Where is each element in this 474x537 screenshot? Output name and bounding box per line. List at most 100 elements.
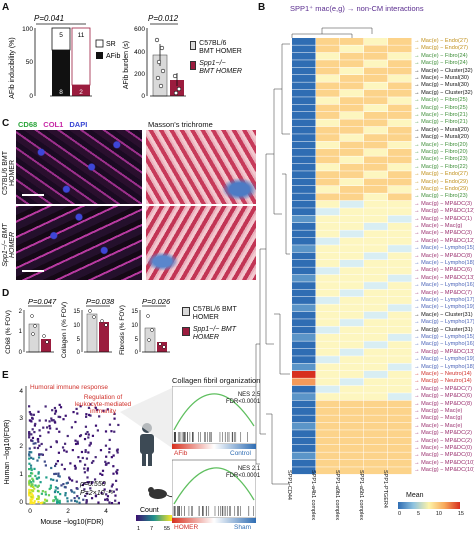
heatmap-row-label: → Mac(g) − Fibro(21) bbox=[414, 119, 468, 126]
density-point bbox=[33, 500, 36, 503]
heatmap-row-label: → Mac(e) − Fibro(21) bbox=[414, 112, 468, 118]
heatmap-row-label: → Mac(g) − MP&DC(2) bbox=[414, 430, 472, 437]
heatmap-cell bbox=[340, 415, 364, 423]
density-point bbox=[58, 430, 61, 433]
heatmap-cell bbox=[388, 104, 412, 112]
heatmap-cell bbox=[316, 311, 340, 319]
density-point bbox=[28, 436, 31, 439]
heatmap-cell bbox=[292, 267, 316, 275]
heatmap-row-label: → Mac(g) − Mac(e) bbox=[414, 408, 463, 414]
heatmap-cell bbox=[292, 437, 316, 445]
heatmap-cell bbox=[292, 408, 316, 415]
heatmap-cell bbox=[340, 408, 364, 415]
density-point bbox=[113, 417, 116, 420]
heatmap-cell bbox=[316, 437, 340, 445]
density-point bbox=[37, 476, 41, 479]
heatmap-cell bbox=[364, 126, 388, 134]
burden-ylabel: AFib burden (s) bbox=[123, 41, 130, 89]
heatmap-cell bbox=[388, 289, 412, 297]
density-point bbox=[110, 501, 114, 505]
heatmap-cell bbox=[388, 119, 412, 127]
heatmap-cell bbox=[364, 208, 388, 216]
e-ytick: 4 bbox=[19, 388, 23, 395]
density-point bbox=[86, 481, 89, 484]
heatmap-cell bbox=[292, 297, 316, 304]
heatmap-row-label: → Mac(e) − Cluster(31) bbox=[414, 311, 473, 318]
density-point bbox=[115, 449, 119, 452]
heatmap-cell bbox=[364, 467, 388, 475]
density-point bbox=[31, 497, 34, 501]
heatmap-row-label: → Mac(g) − MP&DC(10) bbox=[414, 467, 474, 474]
density-point bbox=[74, 466, 77, 469]
scale-bar bbox=[22, 270, 44, 272]
density-point bbox=[28, 462, 31, 465]
heatmap-cell bbox=[388, 245, 412, 253]
density-point bbox=[40, 492, 44, 495]
d2-tick: 5 bbox=[77, 337, 81, 343]
heatmap-cell bbox=[364, 82, 388, 90]
density-point bbox=[85, 457, 89, 460]
density-point bbox=[53, 464, 57, 468]
heatmap-cell bbox=[292, 52, 316, 60]
density-point bbox=[54, 486, 58, 489]
density-point bbox=[53, 406, 57, 410]
heatmap-cell bbox=[340, 260, 364, 267]
heatmap-cell bbox=[364, 200, 388, 208]
heatmap-cell bbox=[388, 393, 412, 401]
density-point bbox=[44, 419, 47, 422]
density-point bbox=[36, 477, 39, 480]
heatmap-cell bbox=[316, 200, 340, 208]
density-point bbox=[106, 495, 110, 498]
density-point bbox=[31, 436, 35, 440]
heatmap-cell bbox=[388, 89, 412, 97]
heatmap-cell bbox=[388, 371, 412, 378]
heatmap-cell bbox=[316, 82, 340, 90]
heatmap-cell bbox=[364, 371, 388, 378]
heatmap-cell bbox=[292, 260, 316, 267]
heatmap-cell bbox=[364, 304, 388, 312]
heatmap-cell bbox=[388, 186, 412, 193]
row-label-ko-wrap: Spp1−/− BMT HOMER bbox=[2, 210, 16, 280]
heatmap-cell bbox=[292, 363, 316, 371]
heatmap-cell bbox=[316, 452, 340, 460]
density-point bbox=[34, 422, 37, 426]
stain-col1: COL1 bbox=[43, 120, 64, 129]
heatmap-column-labels: SPP1-CD44 SPP1-a4b1 complex SPP1-a9b1 co… bbox=[286, 470, 412, 520]
density-point bbox=[37, 472, 40, 475]
burden-bar-ko bbox=[170, 80, 184, 96]
heatmap-cell bbox=[292, 89, 316, 97]
density-point bbox=[87, 406, 91, 409]
density-point bbox=[108, 447, 111, 450]
density-point bbox=[92, 460, 95, 463]
density-point bbox=[102, 409, 105, 412]
density-point bbox=[82, 498, 85, 501]
afib-count-wt-afib: 8 bbox=[59, 89, 63, 96]
density-point bbox=[31, 485, 35, 489]
heatmap-row-label: → Mac(g) − MP&DC(7) bbox=[414, 385, 472, 392]
d3-pvalue: P=0.026 bbox=[142, 297, 171, 306]
density-point bbox=[90, 461, 94, 464]
heatmap-row-label: → Mac(g) − Lympho(19) bbox=[414, 356, 474, 363]
heatmap-cell bbox=[388, 171, 412, 179]
density-point bbox=[53, 490, 57, 494]
density-point bbox=[57, 451, 61, 454]
density-point bbox=[68, 478, 72, 481]
density-point bbox=[41, 501, 44, 504]
heatmap-cell bbox=[340, 171, 364, 179]
density-point bbox=[89, 487, 92, 490]
heatmap-cell bbox=[340, 341, 364, 349]
annotation-leukocyte: Regulation of leukocyte-mediated immunit… bbox=[74, 394, 132, 415]
density-point bbox=[45, 499, 49, 502]
d1-tick: 1 bbox=[19, 329, 23, 335]
density-point bbox=[33, 487, 36, 490]
heatmap-cell bbox=[316, 400, 340, 408]
density-point bbox=[112, 454, 115, 457]
heatmap-cell bbox=[316, 274, 340, 282]
density-point bbox=[54, 489, 57, 492]
density-point bbox=[88, 413, 91, 417]
heatmap-cell bbox=[388, 60, 412, 68]
heatmap-row-label: → Mac(g) − MP&DC(3) bbox=[414, 200, 472, 207]
heatmap-row-label: → Mac(e) − Fibro(23) bbox=[414, 156, 468, 163]
legend-swatch-ko bbox=[190, 61, 197, 70]
density-point bbox=[33, 424, 37, 427]
